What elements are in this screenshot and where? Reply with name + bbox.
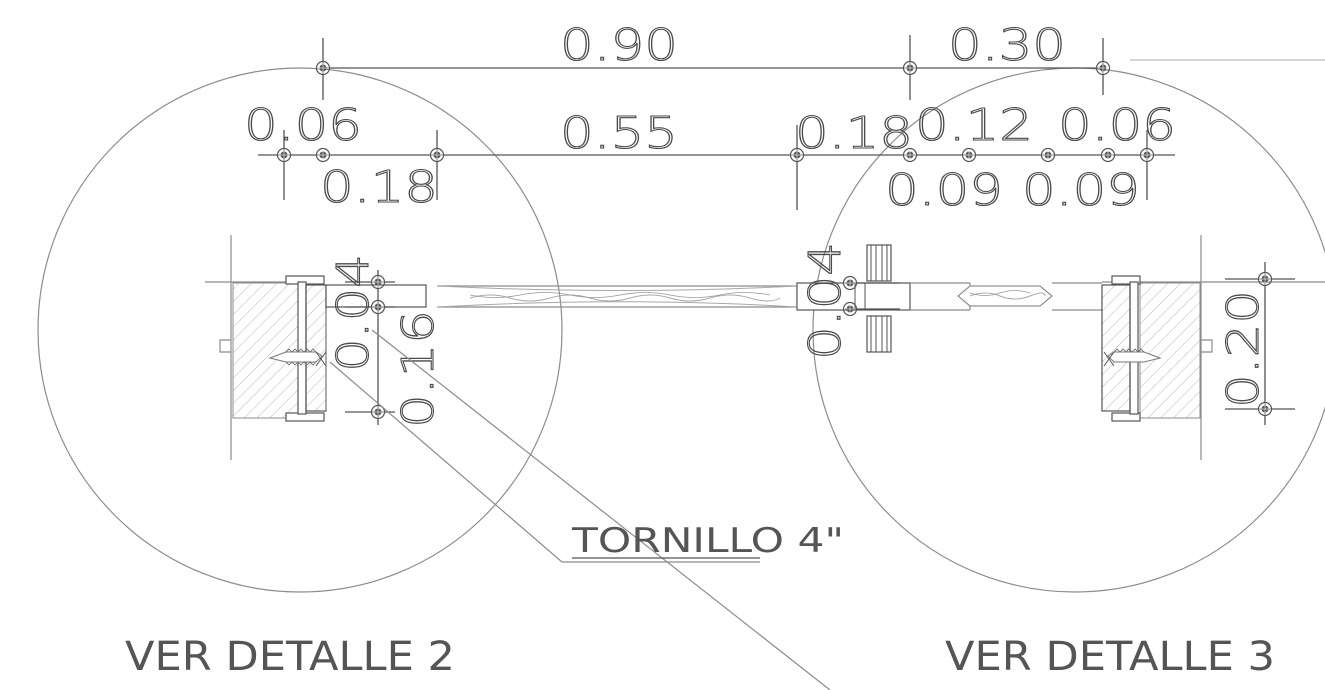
dimension-node-icon [1040, 147, 1056, 163]
dimension-row-top [315, 35, 1325, 100]
right-frame-assembly [1101, 235, 1325, 460]
dim-vertical-right: 0.20 [1218, 290, 1269, 408]
dim-top-right: 0.30 [948, 20, 1066, 71]
leader-lines [329, 329, 831, 690]
detail-label-right: VER DETALLE 3 [945, 634, 1275, 680]
dim-vertical-left-top: 0.04 [328, 254, 379, 372]
left-frame-assembly [205, 235, 427, 460]
dim-row3-a: 0.18 [320, 162, 438, 213]
screw-icon [1103, 348, 1162, 367]
dim-row3-b: 0.09 [885, 165, 1003, 216]
dimension-row-middle [258, 125, 1175, 210]
dim-row2-e: 0.06 [1058, 100, 1176, 151]
dim-row2-b: 0.55 [560, 108, 678, 159]
dim-row2-c: 0.18 [795, 108, 913, 159]
dim-row2-d: 0.12 [915, 100, 1033, 151]
dimension-node-icon [429, 147, 445, 163]
screw-label: TORNILLO 4" [571, 521, 844, 561]
dimension-node-icon [902, 60, 918, 76]
dimension-node-icon [1257, 271, 1273, 287]
detail-circle-left [37, 67, 563, 593]
screw-icon [268, 348, 327, 367]
detail-label-left: VER DETALLE 2 [125, 634, 455, 680]
dim-row3-c: 0.09 [1022, 165, 1140, 216]
dimension-node-icon [315, 60, 331, 76]
dim-vertical-center: 0.04 [800, 242, 851, 360]
hinge-icon [842, 244, 900, 353]
dim-vertical-left-bottom: 0.16 [393, 310, 444, 428]
dimension-node-icon [1095, 60, 1111, 76]
dim-row2-a: 0.06 [244, 100, 362, 151]
dim-top-left: 0.90 [560, 20, 678, 71]
panel-section [436, 282, 1102, 311]
